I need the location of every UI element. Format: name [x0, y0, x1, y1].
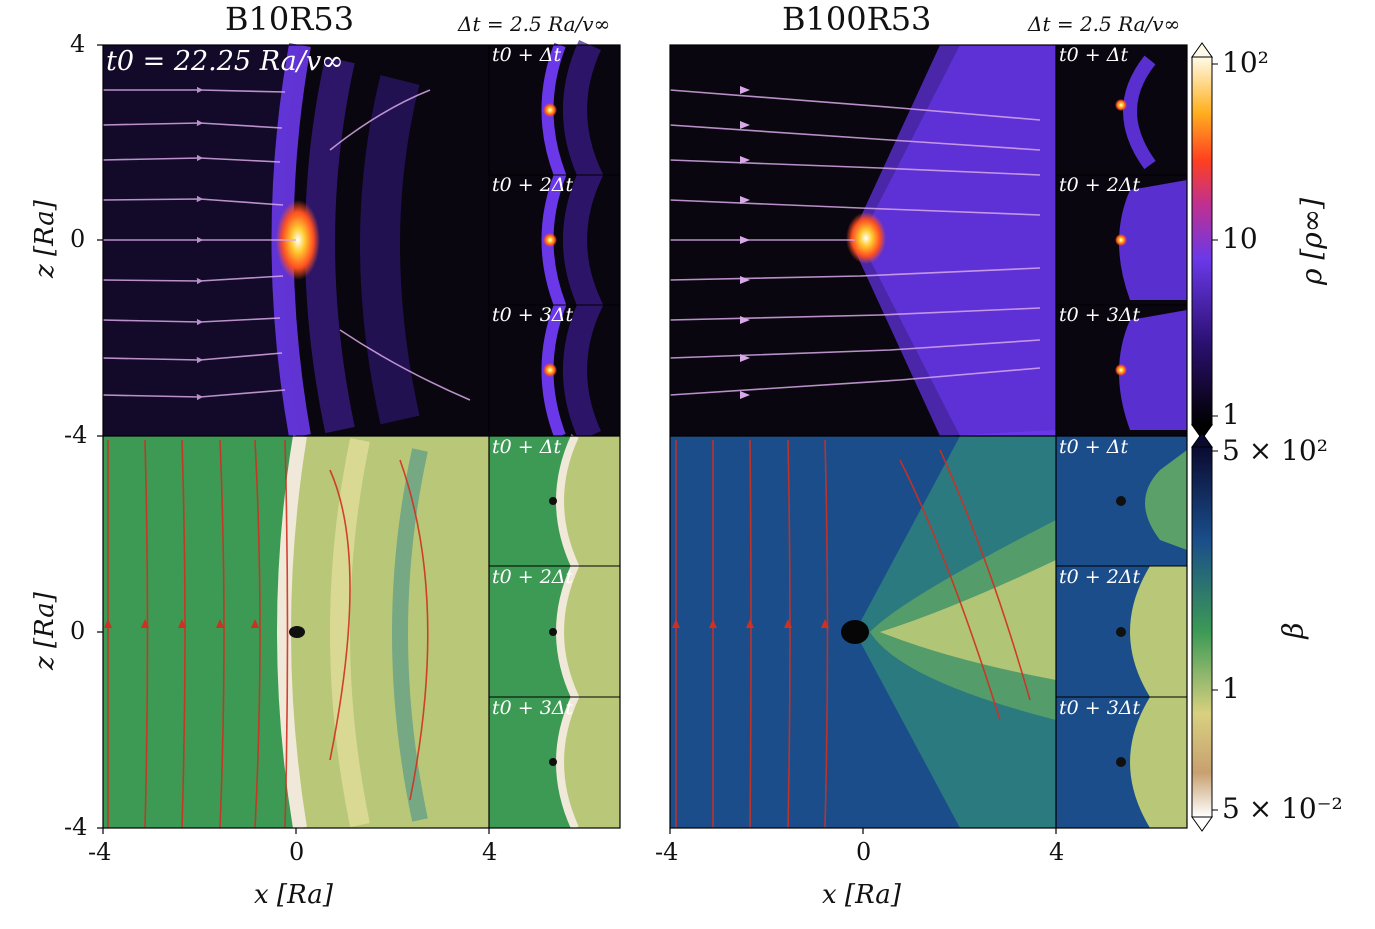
inset-label-b100-beta-2: t0 + 2Δt — [1059, 566, 1141, 588]
b100-beta-panel — [670, 436, 1056, 829]
z-tick-top: 4 — [70, 30, 86, 58]
density-tick-bottom: 1 — [1222, 398, 1240, 431]
b100-density-panel — [669, 45, 1056, 436]
inset-label-b10-density-2: t0 + 2Δt — [492, 174, 574, 196]
b10-density-panel — [102, 43, 489, 438]
density-colorbar-label: ρ [ρ∞] — [1295, 198, 1328, 285]
x-axis-label-left: x [Ra] — [254, 880, 333, 910]
beta-tick-top: 5 × 10² — [1222, 434, 1328, 467]
z-axis-label-upper: z [Ra] — [29, 200, 60, 278]
dt-label-b100: Δt = 2.5 Ra/v∞ — [1028, 12, 1181, 36]
x-tick-right-min: -4 — [655, 838, 679, 866]
density-tick-mid: 10 — [1222, 222, 1258, 255]
x-tick-left-zero: 0 — [289, 838, 305, 866]
b10-insets — [489, 39, 620, 830]
x-axis-label-right: x [Ra] — [822, 880, 901, 910]
inset-label-b100-beta-1: t0 + Δt — [1059, 436, 1129, 458]
dt-label-b10: Δt = 2.5 Ra/v∞ — [458, 12, 611, 36]
z-tick-mid-upper: 0 — [70, 225, 86, 253]
panel-title-b10: B10R53 — [225, 0, 355, 38]
beta-colorbar-label: β — [1276, 622, 1310, 639]
z-tick-bottom-upper: -4 — [64, 421, 88, 449]
t0-label: t0 = 22.25 Ra/v∞ — [106, 46, 344, 77]
z-tick-bottom-lower: -4 — [64, 813, 88, 841]
inset-label-b100-density-3: t0 + 3Δt — [1059, 304, 1141, 326]
inset-label-b100-beta-3: t0 + 3Δt — [1059, 697, 1141, 719]
x-tick-left-max: 4 — [482, 838, 498, 866]
panel-title-b100: B100R53 — [782, 0, 932, 38]
b10-beta-panel — [103, 434, 489, 830]
beta-tick-mid: 1 — [1222, 672, 1240, 705]
inset-label-b10-density-1: t0 + Δt — [492, 44, 562, 66]
x-tick-right-zero: 0 — [856, 838, 872, 866]
beta-colorbar — [1191, 432, 1218, 832]
inset-label-b10-beta-3: t0 + 3Δt — [492, 697, 574, 719]
inset-label-b100-density-2: t0 + 2Δt — [1059, 174, 1141, 196]
beta-tick-bottom: 5 × 10⁻² — [1222, 792, 1343, 825]
x-tick-left-min: -4 — [88, 838, 112, 866]
panel-frames — [97, 44, 1188, 834]
density-tick-top: 10² — [1222, 46, 1269, 79]
density-colorbar — [1191, 42, 1218, 440]
inset-label-b10-beta-2: t0 + 2Δt — [492, 566, 574, 588]
z-axis-label-lower: z [Ra] — [29, 592, 60, 670]
z-tick-mid-lower: 0 — [70, 617, 86, 645]
inset-label-b100-density-1: t0 + Δt — [1059, 44, 1129, 66]
inset-label-b10-beta-1: t0 + Δt — [492, 436, 562, 458]
x-tick-right-max: 4 — [1049, 838, 1065, 866]
inset-label-b10-density-3: t0 + 3Δt — [492, 304, 574, 326]
b100-insets — [1056, 45, 1187, 828]
